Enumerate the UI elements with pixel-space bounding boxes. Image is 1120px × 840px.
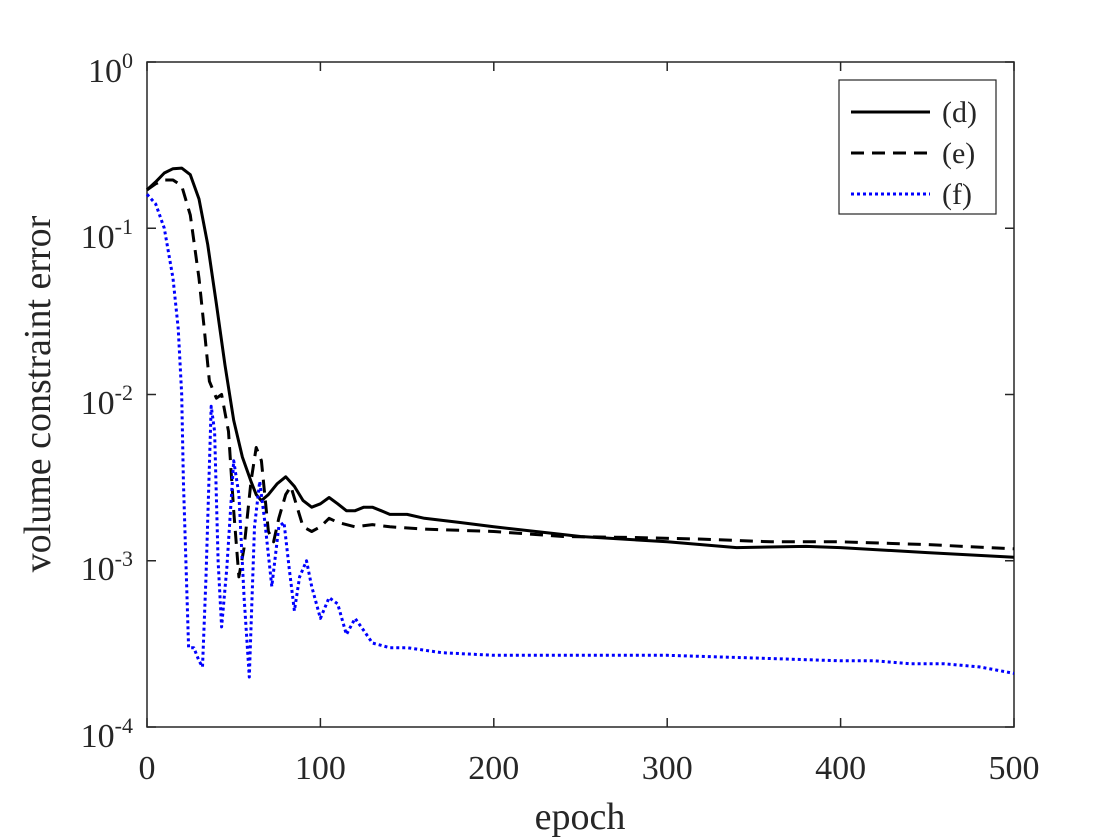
legend-label-f: (f) bbox=[942, 178, 972, 211]
series-line-d bbox=[145, 166, 1015, 559]
y-tick-label: 10-3 bbox=[81, 546, 133, 588]
legend: (d) (e) (f) bbox=[838, 79, 997, 215]
legend-box bbox=[838, 79, 997, 215]
y-tick-label: 100 bbox=[88, 48, 133, 90]
y-tick-label: 10-2 bbox=[81, 380, 133, 422]
series-layer bbox=[145, 166, 1015, 679]
x-tick-label: 200 bbox=[468, 750, 519, 787]
y-axis-label: volume constraint error bbox=[17, 215, 59, 572]
x-tick-label: 500 bbox=[989, 750, 1040, 787]
series-line-f bbox=[145, 193, 1015, 679]
legend-label-d: (d) bbox=[942, 96, 977, 129]
x-tick-label: 300 bbox=[642, 750, 693, 787]
x-tick-label: 0 bbox=[139, 750, 156, 787]
series-line-e bbox=[146, 178, 1015, 579]
y-tick-label: 10-4 bbox=[81, 713, 133, 755]
x-axis-label: epoch bbox=[535, 796, 626, 838]
legend-label-e: (e) bbox=[942, 137, 975, 170]
x-tick-label: 100 bbox=[295, 750, 346, 787]
y-tick-label: 10-1 bbox=[81, 214, 133, 256]
ticks-layer bbox=[146, 61, 1015, 728]
x-tick-label: 400 bbox=[815, 750, 866, 787]
